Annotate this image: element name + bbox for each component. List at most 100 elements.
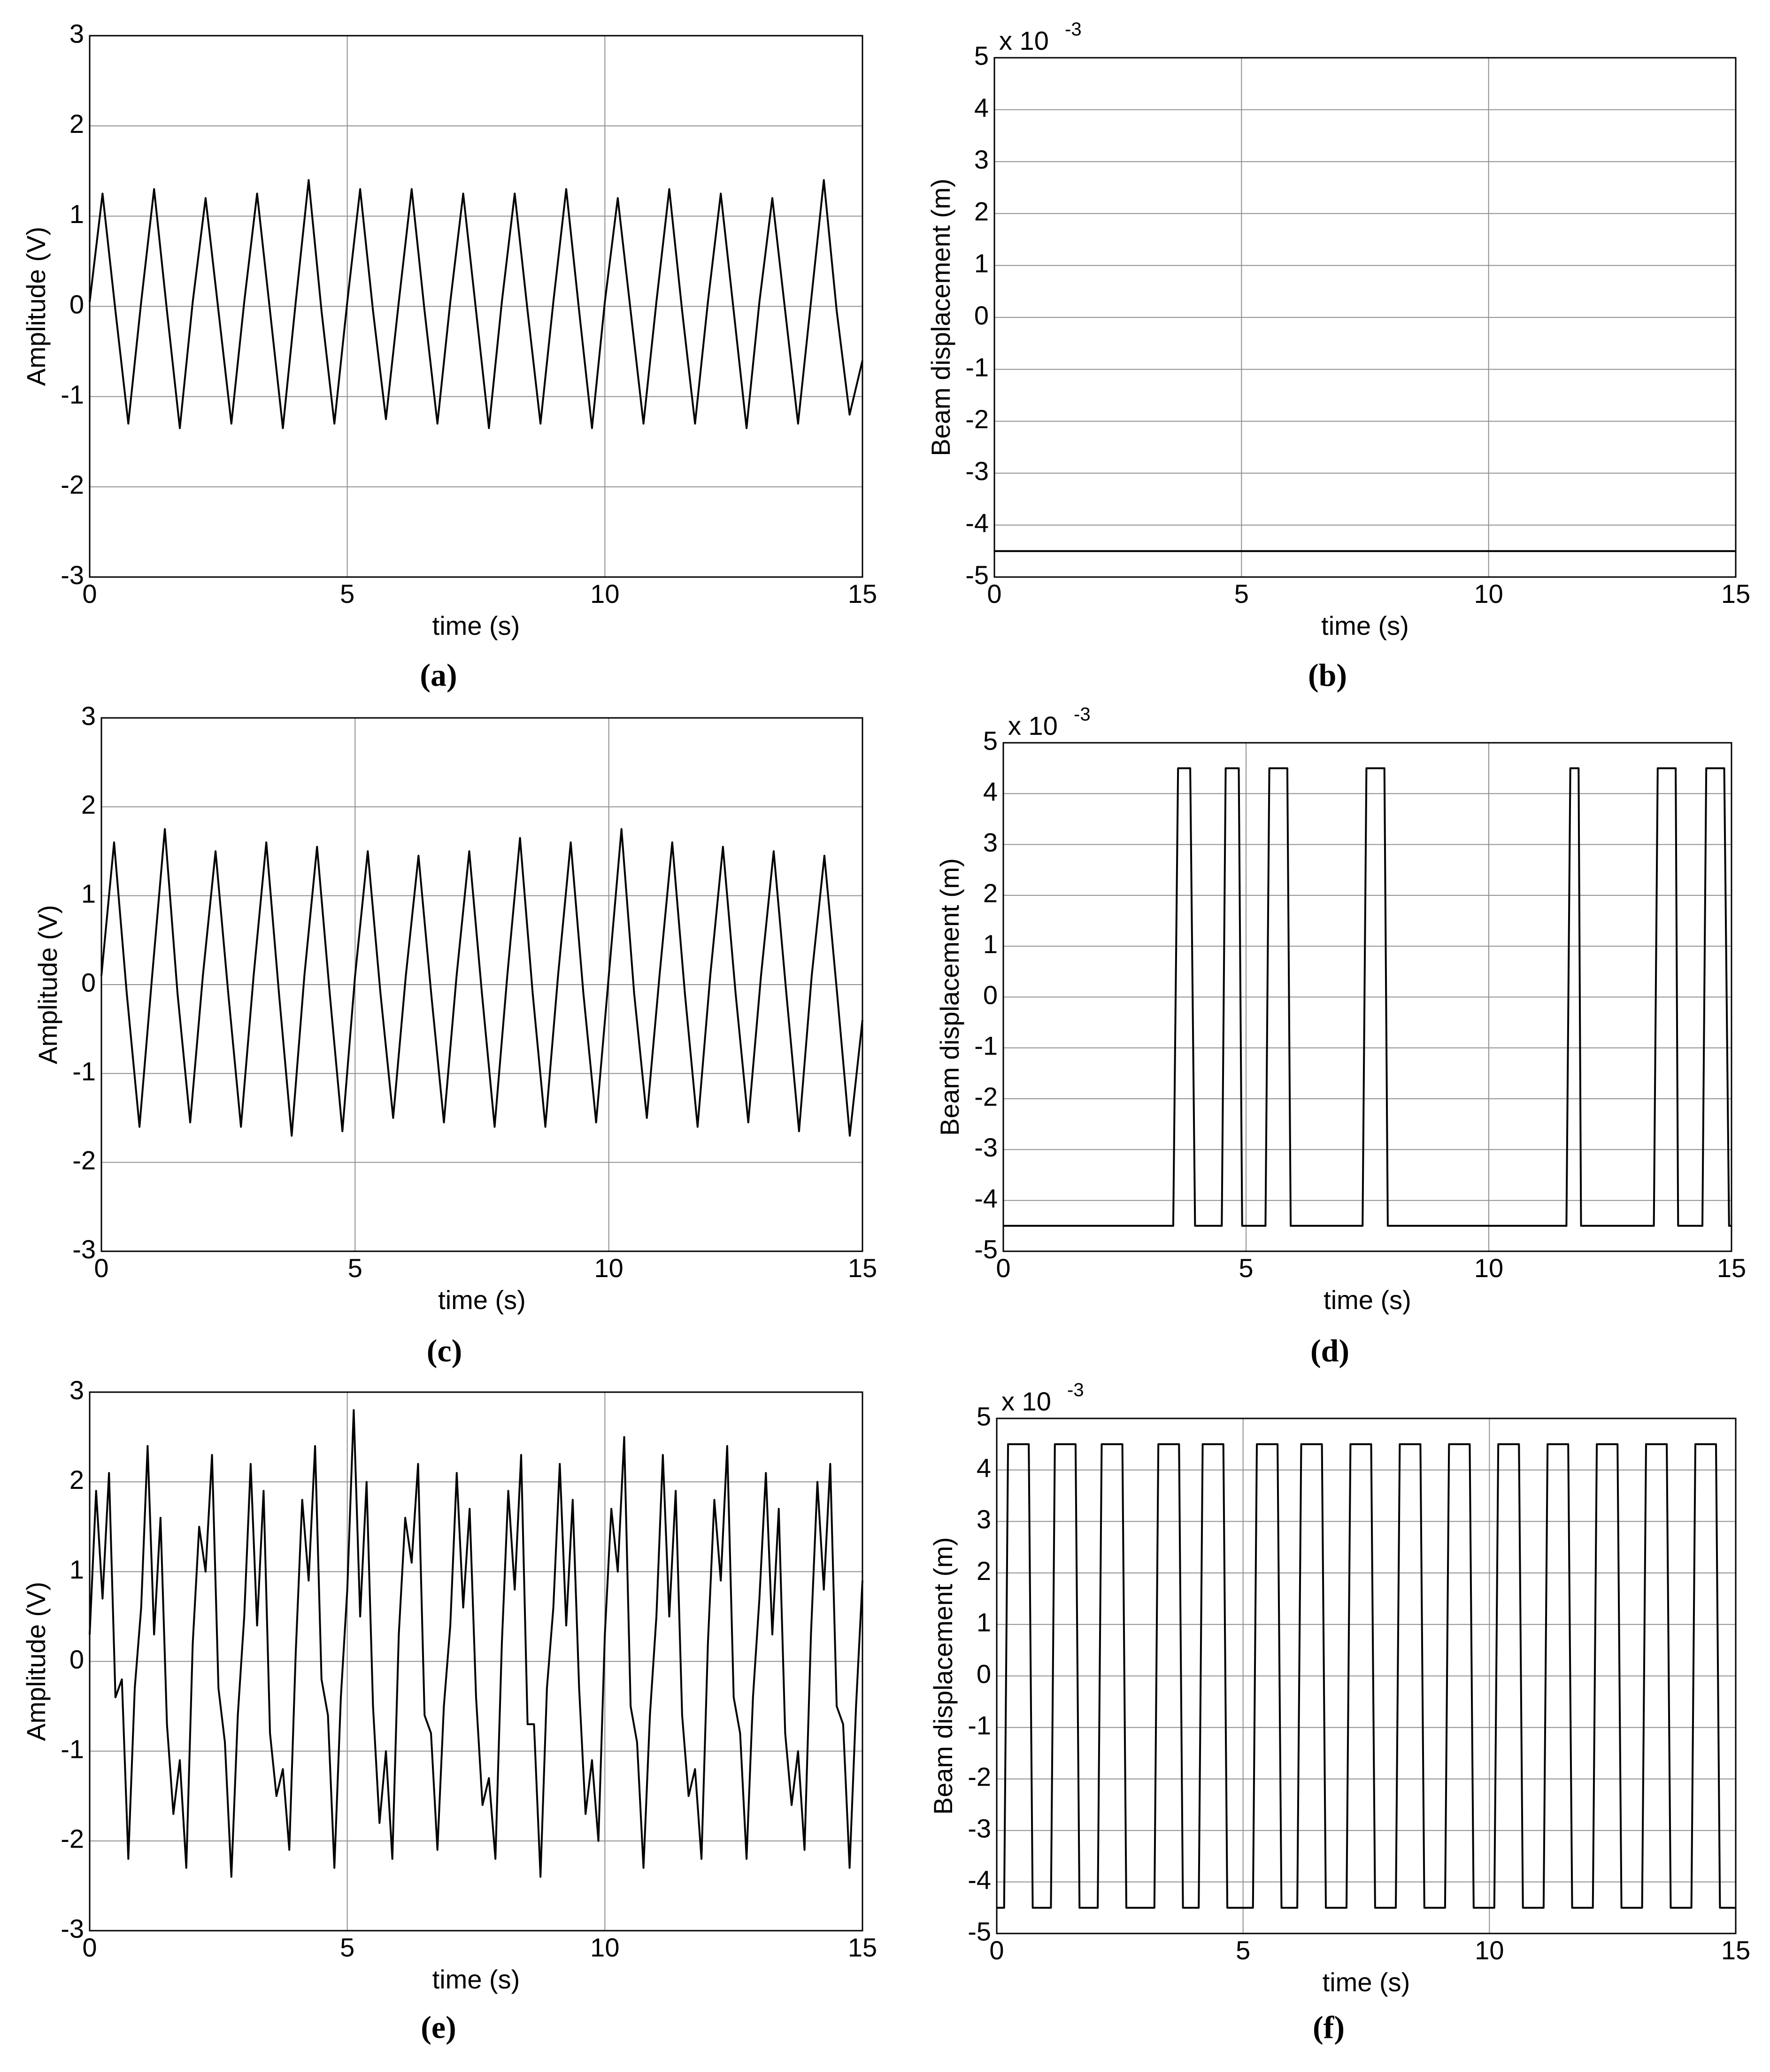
y-tick-label: 2 [69,1465,84,1494]
x-tick-label: 0 [82,579,97,609]
x-tick-label: 15 [1721,1935,1750,1965]
panel-caption: (d) [1310,1333,1349,1369]
y-tick-label: 2 [974,197,989,226]
panel-caption: (b) [1308,657,1347,693]
axes-frame [1002,742,1732,1252]
y-axis-label: Amplitude (V) [21,227,51,386]
x-tick-label: 10 [590,1933,619,1962]
subplot: 0 5 10 15 -3 -2 -1 0 1 2 3 time (s) Amplitude (V) (e) [21,1375,877,2045]
y-tick-label: -1 [965,352,989,382]
data-line [100,828,863,1137]
y-tick-label: 3 [69,19,84,48]
x-axis-label: time (s) [1321,611,1409,640]
y-exponent-base: x 10 [1008,711,1058,740]
y-axis-label: Beam displacement (m) [928,1537,958,1815]
x-tick-label: 10 [590,579,619,609]
x-tick-label: 0 [987,579,1001,609]
x-axis-label: time (s) [432,1964,520,1994]
y-exponent: -3 [1074,704,1091,725]
x-tick-label: 10 [1474,1253,1503,1283]
y-exponent-base: x 10 [1001,1386,1051,1416]
y-tick-label: 2 [977,1556,991,1586]
x-tick-label: 5 [340,1933,354,1962]
y-tick-label: 5 [977,1402,991,1431]
x-tick-label: 5 [1234,579,1249,609]
y-tick-label: -5 [965,560,989,590]
y-tick-label: 1 [983,929,998,959]
x-tick-label: 0 [996,1253,1010,1283]
y-tick-label: 2 [983,878,998,908]
y-tick-label: -1 [61,1734,84,1764]
y-tick-label: -3 [968,1813,991,1843]
x-axis-label: time (s) [1324,1285,1411,1315]
panel-caption: (a) [420,657,457,693]
subplot: 0 5 10 15 -3 -2 -1 0 1 2 3 time (s) Amplitude (V) (a) [21,19,877,693]
y-tick-label: 0 [69,289,84,319]
y-tick-label: 5 [974,41,989,70]
y-tick-label: 1 [977,1608,991,1637]
x-tick-label: 0 [94,1253,108,1283]
panel-caption: (f) [1313,2010,1345,2045]
y-tick-label: 3 [974,145,989,174]
x-tick-label: 5 [1239,1253,1253,1283]
y-exponent: -3 [1067,1380,1084,1401]
y-tick-label: 0 [69,1644,84,1674]
subplot: 0 5 10 15 -3 -2 -1 0 1 2 3 time (s) Amplitude (V) (c) [33,701,877,1369]
y-tick-label: -2 [974,1082,998,1111]
y-tick-label: -3 [965,456,989,486]
y-tick-label: -3 [61,1914,84,1943]
y-tick-label: -2 [968,1762,991,1792]
x-axis-label: time (s) [432,611,520,640]
x-tick-label: 10 [594,1253,623,1283]
data-line [89,1409,863,1878]
y-tick-label: 3 [81,701,96,731]
x-tick-label: 5 [340,579,354,609]
subplot: 0 5 10 15 -5 -4 -3 -2 -1 0 1 2 3 4 5 time (s) Beam displ… [926,19,1750,693]
y-axis-label: Amplitude (V) [33,905,62,1064]
panel-caption: (e) [421,2010,456,2045]
y-tick-label: 0 [81,968,96,997]
y-tick-label: 5 [983,726,998,755]
y-tick-label: -2 [61,1824,84,1854]
y-tick-label: -2 [61,470,84,500]
y-tick-label: -4 [968,1865,991,1895]
y-tick-label: 3 [977,1504,991,1534]
y-tick-label: -2 [72,1145,96,1175]
axes-frame [996,1417,1737,1934]
axes-frame [89,35,863,578]
y-tick-label: -1 [61,379,84,409]
y-tick-label: -1 [974,1031,998,1061]
y-tick-label: 1 [69,1555,84,1584]
y-exponent: -3 [1065,19,1082,40]
y-tick-label: -3 [974,1132,998,1162]
x-tick-label: 15 [1721,579,1750,609]
y-tick-label: -5 [974,1234,998,1264]
x-tick-label: 5 [348,1253,362,1283]
y-tick-label: 1 [81,878,96,908]
y-axis-label: Beam displacement (m) [935,858,964,1136]
x-tick-label: 5 [1236,1935,1250,1965]
y-tick-label: -4 [974,1183,998,1213]
y-tick-label: 0 [983,980,998,1009]
axes-frame [993,57,1737,578]
y-tick-label: 4 [983,777,998,806]
y-tick-label: -4 [965,508,989,538]
x-tick-label: 15 [848,579,877,609]
y-tick-label: 2 [81,790,96,819]
y-tick-label: -5 [968,1917,991,1946]
x-axis-label: time (s) [1323,1967,1410,1997]
y-tick-label: 1 [974,248,989,278]
subplot: 0 5 10 15 -5 -4 -3 -2 -1 0 1 2 3 4 5 time (s) Beam displ… [928,1380,1750,2045]
y-tick-label: 2 [69,109,84,139]
x-tick-label: 0 [989,1935,1004,1965]
y-tick-label: -1 [968,1710,991,1740]
x-tick-label: 10 [1474,579,1503,609]
y-axis-label: Beam displacement (m) [926,178,955,456]
x-tick-label: 15 [1717,1253,1746,1283]
y-tick-label: 4 [974,92,989,122]
y-tick-label: 3 [69,1375,84,1405]
x-tick-label: 10 [1475,1935,1504,1965]
data-line [89,179,863,429]
y-tick-label: 3 [983,827,998,857]
